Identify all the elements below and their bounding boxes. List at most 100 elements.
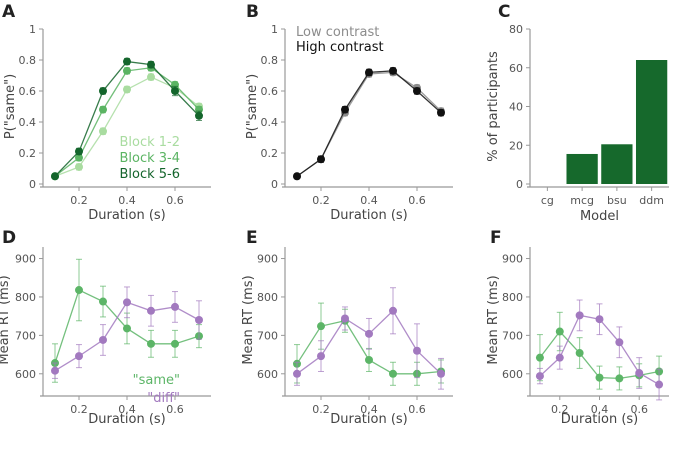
data-point (195, 316, 203, 324)
y-tick-label: 40 (509, 101, 523, 114)
y-tick-label: 0.6 (261, 85, 279, 98)
bar-ddm (635, 60, 668, 184)
data-point (51, 366, 59, 375)
y-tick-label: 900 (257, 253, 278, 266)
y-tick-label: 1 (29, 23, 36, 36)
panel-label: D (2, 228, 16, 248)
legend-item: Block 3-4 (119, 151, 180, 166)
x-tick-label: 0.4 (360, 403, 378, 416)
y-tick-label: 700 (15, 329, 36, 342)
data-point (317, 322, 325, 331)
y-tick-label: 600 (257, 368, 278, 381)
series-0 (51, 258, 203, 383)
x-tick-label: 0.6 (408, 403, 426, 416)
x-axis-label: Duration (s) (88, 412, 166, 427)
y-tick-label: 0.2 (261, 147, 279, 160)
panel-f: F 600 700 800 900 0.2 0.4 0.6 Mean RT (ms) Durati… (486, 228, 669, 427)
data-point (75, 286, 83, 295)
data-point (147, 73, 155, 82)
y-tick-label: 0 (29, 178, 36, 191)
data-point (195, 111, 203, 120)
data-point (437, 108, 445, 117)
data-point (317, 352, 325, 361)
data-point (293, 172, 301, 181)
x-tick-label: 0.2 (70, 194, 88, 207)
data-point (655, 380, 664, 389)
x-tick-label: 0.4 (591, 403, 609, 416)
bar-bsu (601, 144, 633, 184)
data-point (99, 87, 107, 95)
panel-label: F (490, 228, 502, 248)
data-point (575, 311, 584, 320)
data-point (123, 66, 131, 75)
data-point (413, 346, 421, 355)
y-axis-label: P("same") (245, 74, 260, 139)
data-point (75, 352, 83, 361)
panel-c: C 0 20 40 60 80 % of participants cg mcg bsu ddm Mo… (486, 2, 669, 224)
legend-item: "same" (133, 373, 180, 388)
data-point (595, 315, 604, 324)
y-tick-label: 0.6 (19, 85, 37, 98)
data-point (171, 87, 179, 95)
legend-item: Block 5-6 (119, 167, 180, 182)
y-tick-label: 20 (509, 139, 523, 152)
y-tick-label: 0 (271, 178, 278, 191)
x-tick-label: 0.4 (118, 403, 136, 416)
y-tick-label: 60 (509, 62, 523, 75)
x-axis-label: Duration (s) (561, 412, 639, 427)
data-point (317, 155, 325, 164)
data-point (99, 335, 107, 344)
y-tick-label: 800 (502, 291, 523, 304)
data-point (535, 372, 544, 381)
y-tick-label: 1 (271, 23, 278, 36)
y-tick-label: 800 (257, 291, 278, 304)
x-tick-label: 0.6 (408, 194, 426, 207)
x-tick-label: bsu (607, 194, 627, 207)
data-point (413, 87, 421, 95)
data-point (147, 306, 155, 315)
legend-item: "diff" (147, 391, 180, 406)
data-point (75, 162, 83, 171)
data-point (615, 374, 624, 383)
y-tick-label: 800 (15, 291, 36, 304)
data-point (389, 66, 397, 75)
y-tick-label: 0.4 (261, 116, 279, 129)
y-axis-label: % of participants (486, 51, 501, 162)
data-point (99, 105, 107, 114)
x-tick-label: 0.2 (312, 403, 330, 416)
data-point (365, 329, 373, 338)
data-point (341, 314, 349, 323)
x-tick-label: 0.6 (166, 403, 184, 416)
panel-label: C (498, 2, 510, 22)
x-axis-label: Duration (s) (330, 412, 408, 427)
data-point (635, 369, 644, 378)
x-tick-label: 0.6 (166, 194, 184, 207)
y-tick-label: 0 (516, 178, 523, 191)
data-point (389, 369, 397, 378)
data-point (535, 353, 544, 362)
y-axis-label: Mean RT (ms) (486, 275, 501, 364)
panel-d: D 600 700 800 900 0.2 0.4 0.6 Mean RT (ms) Durati… (0, 228, 211, 427)
data-point (123, 85, 131, 94)
series-2 (51, 57, 203, 181)
panel-label: E (246, 228, 258, 248)
legend-item: Low contrast (296, 25, 379, 40)
bar-mcg (566, 153, 598, 184)
x-tick-label: 0.2 (312, 194, 330, 207)
x-tick-label: 0.4 (118, 194, 136, 207)
data-point (123, 324, 131, 333)
series-1 (293, 287, 445, 390)
x-tick-label: 0.4 (360, 194, 378, 207)
y-tick-label: 0.4 (19, 116, 37, 129)
series-1 (51, 286, 203, 379)
series-1 (535, 299, 664, 401)
y-axis-label: P("same") (3, 74, 18, 139)
data-point (575, 349, 584, 358)
x-tick-label: 0.2 (70, 403, 88, 416)
y-tick-label: 700 (257, 329, 278, 342)
x-axis-label: Duration (s) (330, 208, 408, 223)
y-tick-label: 0.2 (19, 147, 37, 160)
data-point (171, 339, 179, 348)
x-tick-label: ddm (639, 194, 664, 207)
